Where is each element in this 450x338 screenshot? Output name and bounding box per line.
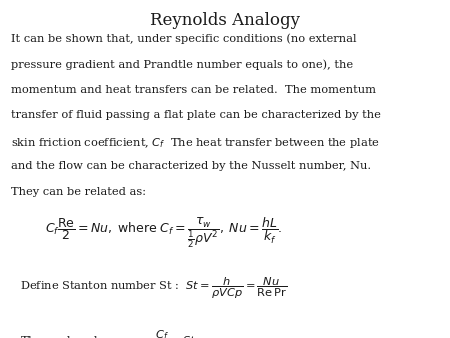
Text: skin friction coefficient, $C_f$  The heat transfer between the plate: skin friction coefficient, $C_f$ The hea… <box>11 136 380 150</box>
Text: and the flow can be characterized by the Nusselt number, Nu.: and the flow can be characterized by the… <box>11 162 371 171</box>
Text: transfer of fluid passing a flat plate can be characterized by the: transfer of fluid passing a flat plate c… <box>11 110 381 120</box>
Text: pressure gradient and Prandtle number equals to one), the: pressure gradient and Prandtle number eq… <box>11 59 353 70</box>
Text: The analogy becomes : $\dfrac{C_f}{2} = St$: The analogy becomes : $\dfrac{C_f}{2} = … <box>20 329 196 338</box>
Text: Define Stanton number St :  $St = \dfrac{h}{\rho VCp} = \dfrac{Nu}{\mathrm{Re}\,: Define Stanton number St : $St = \dfrac{… <box>20 275 288 300</box>
Text: Reynolds Analogy: Reynolds Analogy <box>150 12 300 29</box>
Text: They can be related as:: They can be related as: <box>11 187 146 197</box>
Text: momentum and heat transfers can be related.  The momentum: momentum and heat transfers can be relat… <box>11 85 376 95</box>
Text: It can be shown that, under specific conditions (no external: It can be shown that, under specific con… <box>11 34 357 44</box>
Text: $C_f \dfrac{\mathrm{Re}}{2} = Nu, \; \mathrm{where} \; C_f = \dfrac{\tau_w}{\fra: $C_f \dfrac{\mathrm{Re}}{2} = Nu, \; \ma… <box>45 216 283 250</box>
